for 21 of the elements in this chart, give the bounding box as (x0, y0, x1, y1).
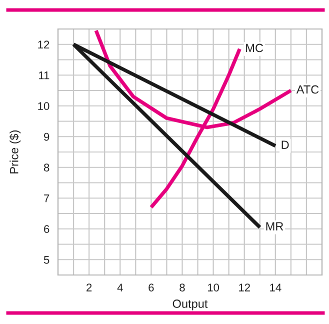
x-tick-label: 14 (270, 284, 282, 292)
series-label: MC (246, 44, 264, 52)
y-tick-label: 12 (38, 40, 50, 48)
x-tick-label: 6 (148, 284, 154, 292)
series-label: ATC (296, 85, 319, 94)
series-label: D (282, 140, 289, 149)
x-axis-title: Output (172, 300, 208, 310)
y-tick-label: 6 (44, 225, 50, 234)
x-tick-label: 8 (180, 284, 185, 292)
x-tick-label: 12 (239, 284, 250, 292)
y-tick-label: 7 (44, 194, 50, 202)
y-tick-label: 5 (44, 256, 50, 264)
y-tick-label: 9 (44, 132, 50, 141)
y-tick-label: 8 (44, 164, 50, 172)
x-tick-label: 2 (86, 284, 92, 292)
x-tick-label: 10 (208, 284, 220, 292)
y-tick-label: 10 (38, 102, 50, 110)
y-tick-label: 11 (38, 72, 50, 80)
series-label: MR (266, 222, 284, 230)
x-tick-label: 4 (117, 284, 123, 292)
y-axis-title: Price ($) (9, 130, 21, 174)
